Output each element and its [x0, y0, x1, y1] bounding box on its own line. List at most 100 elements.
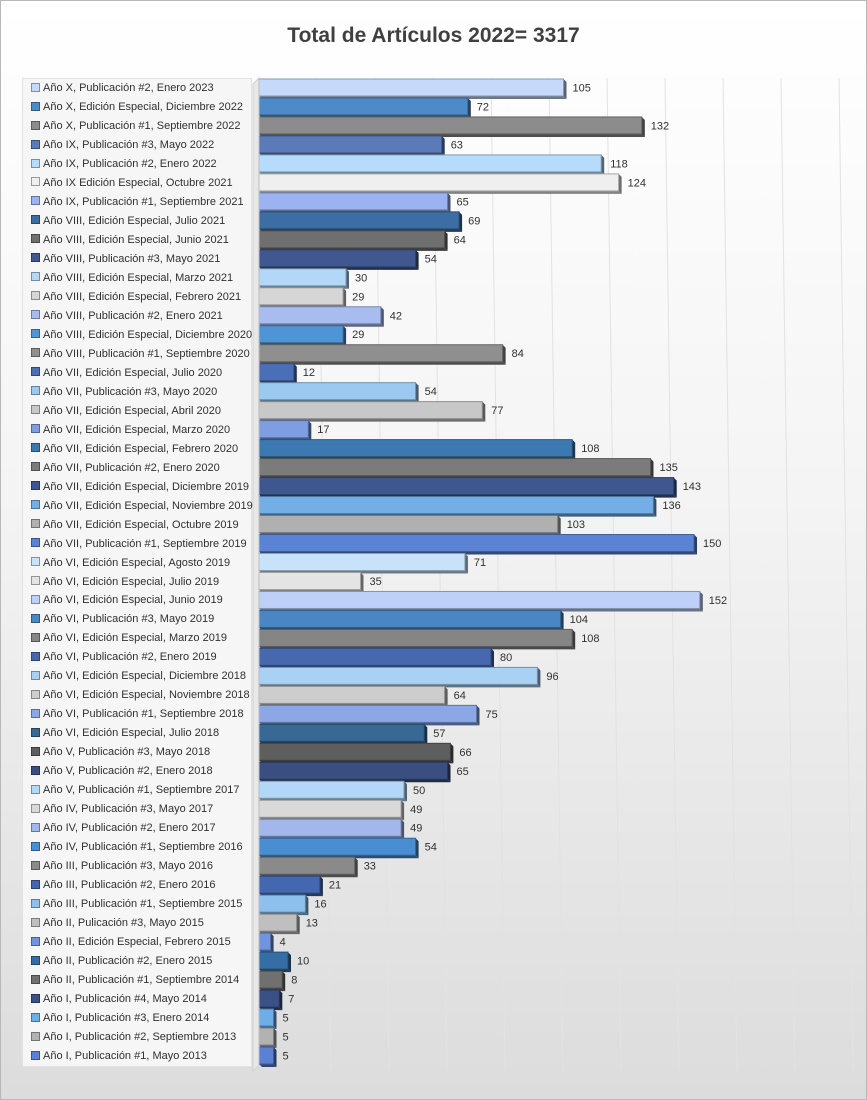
- bar-group: 103: [258, 515, 585, 536]
- legend-item: Año VIII, Edición Especial, Marzo 2021: [31, 269, 233, 288]
- legend-label: Año VI, Edición Especial, Junio 2019: [43, 594, 223, 607]
- bar-depth-side: [641, 116, 645, 137]
- bar-group: 12: [258, 363, 315, 384]
- data-label: 69: [468, 215, 480, 227]
- bar-group: 108: [258, 439, 600, 460]
- legend-item: Año VII, Publicación #3, Mayo 2020: [31, 383, 217, 402]
- data-label: 103: [567, 519, 585, 531]
- legend-swatch: [31, 917, 40, 927]
- legend-swatch: [31, 557, 40, 567]
- legend-label: Año VI, Publicación #3, Mayo 2019: [43, 613, 215, 626]
- legend-label: Año VI, Publicación #1, Septiembre 2018: [43, 708, 244, 721]
- legend-item: Año VII, Edición Especial, Febrero 2020: [31, 440, 238, 459]
- data-label: 96: [546, 671, 558, 683]
- bar-group: 108: [258, 628, 600, 650]
- data-label: 12: [303, 367, 315, 379]
- bar-depth-side: [459, 211, 463, 232]
- legend-item: Año VIII, Edición Especial, Febrero 2021: [31, 288, 241, 307]
- bar-depth-side: [441, 135, 445, 156]
- legend-item: Año IV, Publicación #3, Mayo 2017: [31, 800, 213, 819]
- bar-group: 8: [258, 970, 297, 992]
- legend-item: Año III, Publicación #3, Mayo 2016: [31, 857, 213, 876]
- bar: [258, 628, 573, 647]
- legend-swatch: [31, 196, 40, 206]
- legend-label: Año I, Publicación #4, Mayo 2014: [43, 993, 207, 1006]
- legend-swatch: [31, 803, 40, 813]
- data-label: 108: [581, 443, 599, 455]
- legend-item: Año I, Publicación #3, Enero 2014: [31, 1009, 209, 1028]
- data-label: 105: [573, 82, 591, 94]
- legend-swatch: [31, 652, 40, 662]
- bar-group: 17: [258, 420, 330, 441]
- legend-swatch: [31, 177, 40, 187]
- data-label: 63: [451, 139, 463, 151]
- bar: [258, 704, 477, 723]
- bar-group: 132: [258, 116, 669, 137]
- legend-swatch: [31, 424, 40, 434]
- legend-label: Año VII, Edición Especial, Noviembre 201…: [43, 499, 253, 512]
- legend-label: Año II, Publicación #2, Enero 2015: [43, 955, 213, 968]
- bar-group: 75: [258, 704, 498, 726]
- bar-depth-side: [653, 496, 657, 517]
- bar-group: 54: [258, 837, 437, 859]
- legend-item: Año VIII, Edición Especial, Julio 2021: [31, 212, 225, 231]
- legend-label: Año VIII, Edición Especial, Marzo 2021: [43, 271, 234, 284]
- data-label: 49: [410, 823, 422, 835]
- bar-group: 35: [258, 571, 382, 593]
- bar-depth-side: [346, 268, 349, 289]
- bar-depth-side: [464, 553, 468, 574]
- data-label: 64: [454, 690, 466, 702]
- bar-depth-side: [380, 306, 384, 327]
- bar-depth-side: [450, 743, 454, 764]
- legend-label: Año V, Publicación #1, Septiembre 2017: [43, 784, 240, 797]
- data-label: 7: [288, 994, 294, 1006]
- legend-swatch: [31, 860, 40, 870]
- legend-item: Año VIII, Edición Especial, Junio 2021: [31, 231, 229, 250]
- legend-label: Año VII, Edición Especial, Marzo 2020: [43, 423, 231, 436]
- legend-item: Año IV, Publicación #1, Septiembre 2016: [31, 838, 243, 857]
- legend-item: Año VI, Edición Especial, Marzo 2019: [31, 629, 227, 648]
- bar: [258, 249, 417, 268]
- bar-group: 124: [258, 173, 646, 194]
- bar-depth-side: [282, 971, 286, 992]
- legend-item: Año VII, Edición Especial, Octubre 2019: [31, 516, 239, 535]
- legend-label: Año VIII, Edición Especial, Diciembre 20…: [43, 328, 253, 341]
- bar-group: 10: [258, 951, 309, 973]
- data-label: 80: [500, 652, 512, 664]
- legend-item: Año II, Edición Especial, Febrero 2015: [31, 933, 231, 952]
- legend-item: Año VIII, Publicación #1, Septiembre 202…: [31, 345, 250, 364]
- bar: [258, 477, 675, 496]
- data-label: 72: [477, 101, 489, 113]
- legend-label: Año VII, Edición Especial, Julio 2020: [43, 366, 223, 379]
- legend-swatch: [31, 253, 40, 263]
- bar-depth-side: [444, 230, 448, 251]
- bar: [258, 951, 289, 970]
- legend-item: Año VI, Edición Especial, Diciembre 2018: [31, 667, 246, 686]
- bar: [258, 742, 451, 761]
- legend-swatch: [31, 348, 40, 358]
- bar-group: 80: [258, 647, 512, 669]
- bar-depth-side: [279, 990, 283, 1011]
- bar-depth-side: [273, 1047, 277, 1068]
- legend-swatch: [31, 1031, 40, 1041]
- bar-depth-side: [694, 534, 697, 555]
- bar-group: 69: [258, 211, 480, 232]
- bar: [258, 989, 280, 1008]
- legend-item: Año III, Publicación #1, Septiembre 2015: [31, 895, 242, 914]
- legend-swatch: [31, 614, 40, 624]
- legend-label: Año VI, Edición Especial, Diciembre 2018: [43, 670, 246, 683]
- bar-depth-side: [572, 629, 576, 650]
- bar-group: 57: [258, 723, 446, 745]
- legend-label: Año III, Publicación #1, Septiembre 2015: [43, 898, 243, 911]
- legend-item: Año I, Publicación #2, Septiembre 2013: [31, 1028, 236, 1047]
- legend-swatch: [31, 595, 40, 605]
- bar: [258, 382, 417, 401]
- legend-swatch: [31, 462, 40, 472]
- legend-label: Año V, Publicación #3, Mayo 2018: [43, 746, 211, 759]
- bar-group: 150: [258, 534, 721, 555]
- bar-group: 49: [258, 799, 422, 821]
- legend-item: Año V, Publicación #1, Septiembre 2017: [31, 781, 240, 800]
- legend-item: Año IV, Publicación #2, Enero 2017: [31, 819, 216, 838]
- bar: [258, 268, 347, 287]
- legend-item: Año VII, Publicación #2, Enero 2020: [31, 459, 220, 478]
